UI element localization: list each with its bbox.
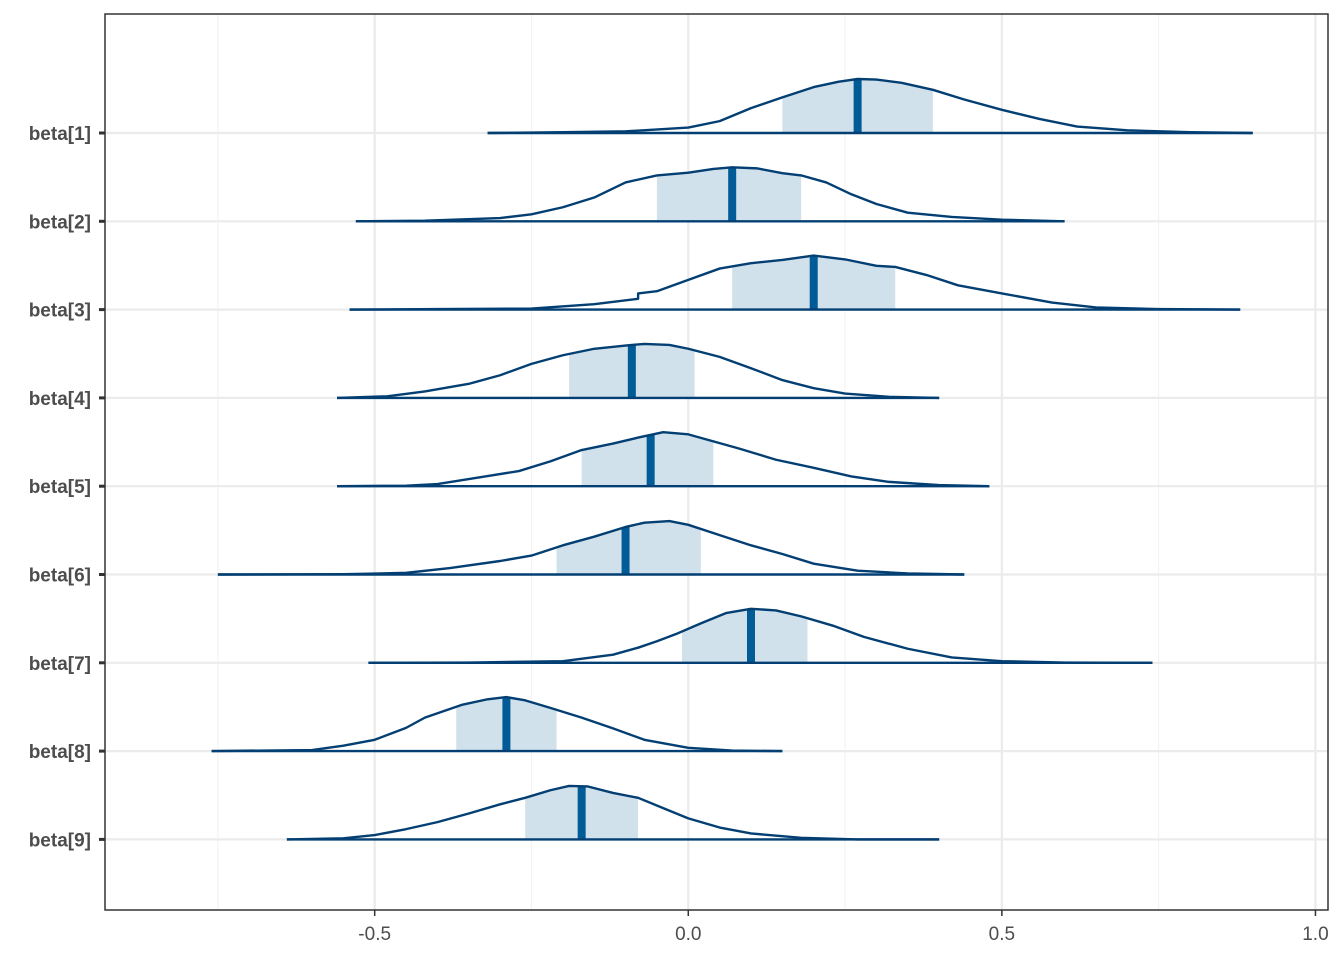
ridge-beta9 (286, 784, 940, 841)
grid-layer (105, 14, 1328, 910)
density-curve (355, 166, 1065, 223)
y-tick-label: beta[4] (29, 389, 91, 410)
y-tick-label: beta[5] (29, 477, 91, 498)
ridge-beta3 (349, 254, 1241, 311)
ridge-beta1 (487, 77, 1253, 135)
density-curve (217, 519, 965, 576)
x-tick-label: 0.5 (989, 924, 1015, 945)
density-curve (337, 342, 940, 400)
panel-border (104, 13, 1329, 911)
y-tick-label: beta[7] (29, 654, 91, 675)
y-tick-label: beta[3] (29, 301, 91, 322)
y-tick-label: beta[9] (29, 830, 91, 851)
density-curve (349, 254, 1241, 311)
y-tick-label: beta[8] (29, 742, 91, 763)
ridge-beta7 (368, 607, 1153, 664)
panel-background (105, 14, 1328, 910)
x-tick-label: 0.0 (675, 924, 701, 945)
density-curve (211, 695, 783, 753)
ridge-layer (211, 77, 1253, 841)
density-curve (337, 431, 990, 488)
ridge-beta4 (337, 342, 940, 400)
y-tick-label: beta[1] (29, 124, 91, 145)
x-tick-label: 1.0 (1302, 924, 1328, 945)
ridge-beta2 (355, 166, 1065, 223)
axis-layer: -0.5 0.0 0.5 1.0 beta[1] beta[2] beta[3] beta[4… (29, 124, 1329, 945)
density-curve (286, 784, 940, 841)
ridge-beta5 (337, 431, 990, 488)
y-tick-label: beta[6] (29, 566, 91, 587)
interval-area (682, 608, 808, 663)
density-curve (368, 607, 1153, 664)
density-curve (487, 77, 1253, 135)
ridge-beta8 (211, 695, 783, 753)
x-tick-label: -0.5 (358, 924, 391, 945)
ridge-beta6 (217, 519, 965, 576)
y-tick-label: beta[2] (29, 212, 91, 233)
